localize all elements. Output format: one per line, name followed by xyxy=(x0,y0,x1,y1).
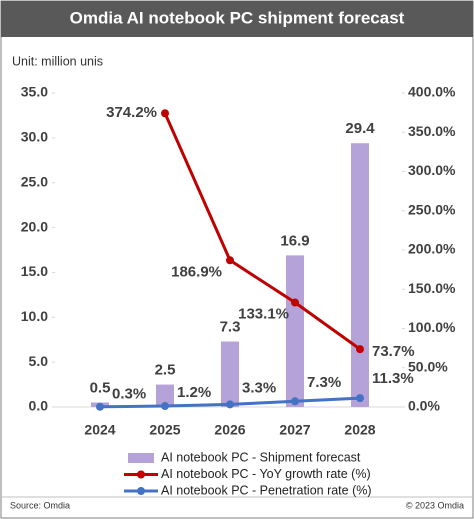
bar xyxy=(286,255,304,407)
bar xyxy=(351,143,369,408)
source: Source: Omdia xyxy=(10,500,70,510)
y2-tick-label: 100.0% xyxy=(408,319,456,335)
legend-label: AI notebook PC - Penetration rate (%) xyxy=(161,483,372,497)
legend-marker xyxy=(137,487,145,495)
y-tick-label: 10.0 xyxy=(21,308,48,324)
bar-label: 29.4 xyxy=(345,120,375,137)
bar-label: 7.3 xyxy=(220,318,241,335)
y2-tick-label: 200.0% xyxy=(408,241,456,257)
y-tick-label: 15.0 xyxy=(21,263,48,279)
title-bar xyxy=(1,1,473,37)
line-label: 73.7% xyxy=(372,343,415,360)
marker xyxy=(161,402,169,411)
y2-tick-label: 50.0% xyxy=(408,358,448,374)
line-label: 3.3% xyxy=(242,379,276,396)
y2-tick-label: 400.0% xyxy=(408,84,456,100)
y-tick-label: 5.0 xyxy=(29,353,49,369)
line-label: 0.3% xyxy=(112,386,146,403)
marker xyxy=(291,397,299,406)
y2-tick-label: 300.0% xyxy=(408,162,456,178)
marker xyxy=(96,402,104,411)
line-label: 7.3% xyxy=(307,374,341,391)
marker xyxy=(356,394,364,403)
x-tick-label: 2028 xyxy=(344,422,375,438)
y-tick-label: 35.0 xyxy=(21,84,48,100)
y2-tick-label: 150.0% xyxy=(408,280,456,296)
marker xyxy=(356,345,364,354)
line-label: 133.1% xyxy=(238,305,289,322)
legend-swatch xyxy=(128,453,154,463)
line-label: 374.2% xyxy=(106,104,157,121)
copyright: © 2023 Omdia xyxy=(406,500,464,510)
line xyxy=(163,112,361,351)
bar-label: 2.5 xyxy=(155,362,176,379)
y2-tick-label: 250.0% xyxy=(408,201,456,217)
x-tick-label: 2026 xyxy=(214,422,245,438)
line-label: 11.3% xyxy=(372,370,414,387)
legend-label: AI notebook PC - Shipment forecast xyxy=(161,450,361,464)
marker xyxy=(226,400,234,409)
y-tick-label: 20.0 xyxy=(21,218,48,234)
x-tick-label: 2024 xyxy=(84,422,115,438)
bar xyxy=(221,341,239,407)
y-tick-label: 25.0 xyxy=(21,173,48,189)
bar xyxy=(156,384,174,407)
line-label: 1.2% xyxy=(177,384,211,401)
legend-marker xyxy=(137,470,145,479)
x-tick-label: 2027 xyxy=(279,422,310,438)
y-tick-label: 0.0 xyxy=(29,398,49,414)
chart-title: Omdia AI notebook PC shipment forecast xyxy=(70,8,405,27)
marker xyxy=(226,256,234,265)
marker xyxy=(291,298,299,307)
y2-tick-label: 0.0% xyxy=(408,398,440,414)
line-label: 186.9% xyxy=(171,263,222,280)
legend-label: AI notebook PC - YoY growth rate (%) xyxy=(161,467,371,481)
bar-label: 0.5 xyxy=(90,379,111,396)
x-tick-label: 2025 xyxy=(149,422,180,438)
unit-label: Unit: million unis xyxy=(12,54,103,68)
y2-tick-label: 350.0% xyxy=(408,123,456,139)
y-tick-label: 30.0 xyxy=(21,129,48,145)
marker xyxy=(161,109,169,118)
bar-label: 16.9 xyxy=(280,232,309,249)
